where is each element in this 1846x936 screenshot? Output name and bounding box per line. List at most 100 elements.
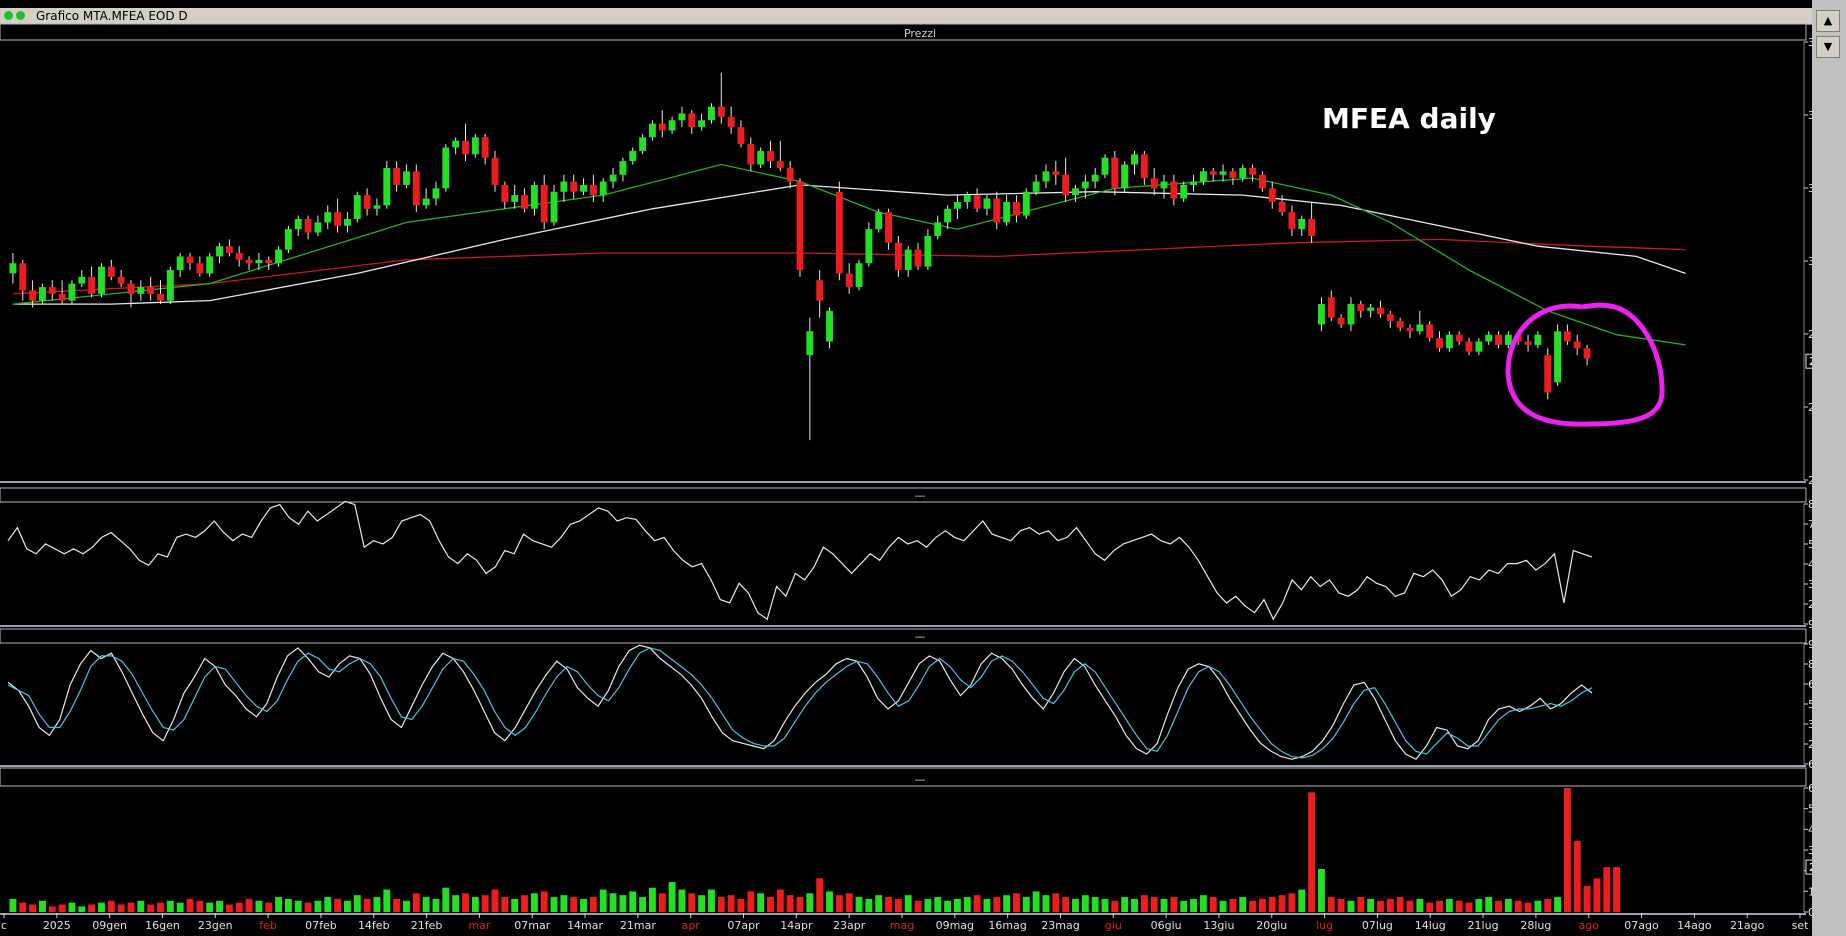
candle-body <box>1249 167 1257 175</box>
volume-bar <box>1504 898 1512 912</box>
volume-bar <box>530 893 538 912</box>
candle-body <box>255 259 263 264</box>
volume-bar <box>688 893 696 912</box>
candle-body <box>196 263 204 274</box>
rsi-tick-label: 70,17 <box>1808 518 1812 531</box>
x-axis-tick-label: feb <box>259 919 277 932</box>
rsi-tick-label: 45,74 <box>1808 558 1812 571</box>
x-axis-tick-label: giu <box>1105 919 1122 932</box>
candle-body <box>678 113 686 121</box>
volume-bar <box>737 898 745 912</box>
candle-body <box>481 137 489 158</box>
volume-bar <box>166 900 174 912</box>
volume-bar <box>1032 891 1040 912</box>
volume-bar <box>1495 900 1502 912</box>
volume-bar <box>708 889 715 912</box>
price-tick-label: 3,046 <box>1808 255 1812 268</box>
volume-bar <box>19 902 27 912</box>
candle-body <box>776 161 784 168</box>
candle-body <box>1583 348 1591 359</box>
volume-bar <box>1199 895 1207 912</box>
candle-body <box>845 273 853 288</box>
candle-body <box>1485 334 1493 342</box>
volume-bar <box>944 900 952 912</box>
candle-body <box>1268 188 1276 202</box>
panel-separator-label: — <box>915 773 926 786</box>
volume-bar <box>422 897 430 912</box>
volume-bar <box>1249 900 1257 912</box>
x-axis-tick-label: 21ago <box>1730 919 1765 932</box>
rsi-tick-label: 33,52 <box>1808 578 1812 591</box>
x-axis-tick-label: mag <box>890 919 914 932</box>
volume-bar <box>1465 902 1473 912</box>
volume-bar <box>1131 898 1138 912</box>
candle-body <box>225 246 233 254</box>
stoch-tick-label: 96,97 <box>1808 638 1812 651</box>
candle-body <box>1337 317 1345 325</box>
volume-bar <box>1524 902 1532 912</box>
volume-bar <box>127 902 135 912</box>
panel-separator-label: — <box>915 630 926 643</box>
volume-bar <box>78 906 86 912</box>
window-menu-icon[interactable] <box>4 11 13 20</box>
price-panel-title: Prezzi <box>904 27 936 40</box>
candle-body <box>48 287 56 294</box>
candle-body <box>1042 171 1050 182</box>
stoch-tick-label: 51,69 <box>1808 698 1812 711</box>
candle-body <box>1072 188 1079 196</box>
candle-body <box>1396 321 1404 328</box>
candle-body <box>658 123 666 131</box>
last-volume-label: 2,4M <box>1809 861 1812 874</box>
volume-bar <box>1298 889 1306 912</box>
volume-bar <box>1455 900 1463 912</box>
volume-bar <box>855 897 863 912</box>
volume-bar <box>806 893 814 912</box>
volume-bar <box>757 893 765 912</box>
candle-body <box>796 181 804 271</box>
volume-bar <box>471 897 479 912</box>
scroll-down-icon[interactable]: ▼ <box>1816 36 1840 58</box>
candle-body <box>835 191 843 274</box>
candle-body <box>816 280 824 301</box>
candle-body <box>206 256 214 274</box>
candle-body <box>147 287 155 294</box>
volume-bar <box>589 897 597 912</box>
candle-body <box>1455 334 1463 342</box>
candle-body <box>786 167 794 182</box>
sma50-line <box>12 184 1686 305</box>
candle-body <box>403 171 410 185</box>
candle-body <box>98 266 105 294</box>
volume-bar <box>147 904 155 912</box>
candle-body <box>550 191 558 223</box>
volume-tick-label: 1,1M <box>1808 885 1812 898</box>
volume-bar <box>747 891 755 912</box>
volume-bar <box>668 882 676 912</box>
x-axis-tick-label: 07feb <box>305 919 337 932</box>
volume-bar <box>157 902 164 912</box>
candle-body <box>216 246 223 257</box>
x-axis-tick-label: 07ago <box>1624 919 1659 932</box>
scroll-up-icon[interactable]: ▲ <box>1816 10 1840 32</box>
candle-body <box>688 113 696 128</box>
volume-bar <box>678 889 686 912</box>
volume-bar <box>206 902 214 912</box>
volume-bar <box>403 900 410 912</box>
volume-bar <box>619 895 627 912</box>
candle-body <box>373 205 381 209</box>
volume-bar <box>196 900 204 912</box>
candle-body <box>1573 341 1581 349</box>
volume-bar <box>1475 898 1483 912</box>
candle-body <box>304 218 312 233</box>
candle-body <box>963 195 971 202</box>
candle-body <box>1052 171 1060 175</box>
candle-body <box>363 195 371 209</box>
volume-bar <box>265 902 273 912</box>
candle-body <box>452 140 460 148</box>
volume-bar <box>452 895 460 912</box>
volume-bar <box>334 898 342 912</box>
candle-body <box>1091 174 1099 182</box>
candle-body <box>599 181 607 196</box>
volume-bar <box>1436 900 1443 912</box>
candle-body <box>1386 314 1394 322</box>
volume-bar <box>58 904 66 912</box>
